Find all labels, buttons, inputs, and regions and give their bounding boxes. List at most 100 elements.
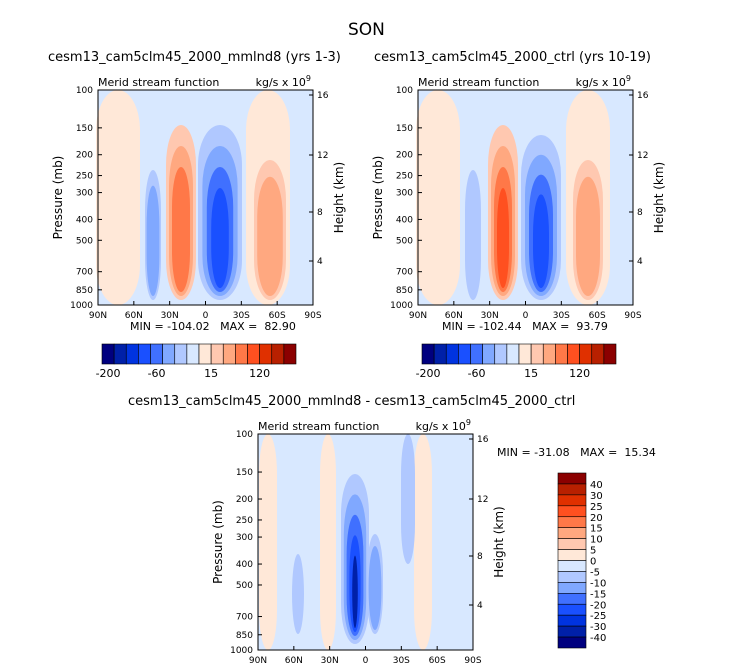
y-tick-label: 200 [396,151,413,161]
y-right-axis-label: Height (km) [332,162,346,233]
colorbar-swatch [470,343,483,365]
y-right-tick-label: 16 [477,435,489,445]
x-tick-label: 0 [203,311,209,321]
panel1-title: cesm13_cam5clm45_2000_mmlnd8 (yrs 1-3) [48,50,341,65]
x-tick-label: 90S [304,311,321,321]
y-tick-label: 300 [76,189,93,199]
colorbar-swatch [557,505,587,518]
y-tick-label: 200 [76,151,93,161]
y-tick-label: 700 [76,268,93,278]
colorbar-swatch [557,472,587,485]
colorbar-swatch [162,343,176,365]
colorbar-swatch [506,343,520,365]
colorbar-label: 120 [569,367,590,380]
colorbar-swatch [113,343,127,365]
y-right-tick-label: 4 [317,257,323,267]
y-right-tick-label: 8 [477,552,483,562]
panel1-stats: MIN = -104.02 MAX = 82.90 [130,320,296,333]
colorbar-swatch [557,516,587,528]
contour-region [211,188,229,288]
colorbar-swatch [557,560,587,572]
contour-region [257,176,283,296]
colorbar-swatch [542,343,556,365]
y-tick-label: 500 [236,581,253,591]
colorbar-swatch [271,343,285,365]
x-tick-label: 30N [321,656,339,666]
panel2-colorbar: -200 -60 15 120 [416,343,617,380]
y-tick-label: 850 [236,631,253,641]
x-tick-label: 30N [161,311,179,321]
panel1-colorbar: -200 -60 15 120 [96,343,297,380]
colorbar-swatch [557,582,587,594]
y-right-tick-label: 12 [477,495,488,505]
colorbar-swatch [421,343,435,365]
y-right-axis-label: Height (km) [652,162,666,233]
y-tick-label: 400 [236,560,253,570]
y-tick-label: 700 [396,268,413,278]
colorbar-swatch [259,343,273,365]
units-exponent: 9 [466,418,471,427]
y-tick-label: 300 [236,533,253,543]
x-tick-label: 60S [429,656,446,666]
panel3-title: cesm13_cam5clm45_2000_mmlnd8 - cesm13_ca… [128,394,576,409]
units-exponent: 9 [306,74,311,83]
panel3-plot: 90N 60N 30N 0 30S 60S 90S 100 150 200 250 300 400 500… [211,418,506,666]
colorbar-swatch [150,343,163,365]
subtitle-units: kg/s x 109 [256,74,311,89]
panel2-stats: MIN = -102.44 MAX = 93.79 [442,320,608,333]
colorbar-label: -200 [96,367,121,380]
x-tick-label: 90N [249,656,267,666]
y-right-tick-label: 4 [637,257,643,267]
subtitle-units: kg/s x 109 [576,74,631,89]
colorbar-swatch [567,343,580,365]
contour-region [533,194,549,288]
y-tick-label: 850 [396,286,413,296]
colorbar-label: 30 [590,491,603,502]
contour-region [497,188,509,288]
x-tick-label: 0 [523,311,529,321]
colorbar-swatch [555,343,568,365]
colorbar-swatch [174,343,188,365]
x-tick-label: 0 [363,656,369,666]
colorbar-swatch [557,593,587,605]
colorbar-swatch [557,483,587,496]
contour-region [416,90,460,305]
y-tick-label: 100 [236,430,253,440]
x-tick-label: 30S [393,656,410,666]
y-tick-label: 500 [76,236,93,246]
y-right-tick-label: 12 [637,151,648,161]
colorbar-label: -30 [590,622,606,633]
contour-region [414,434,432,650]
colorbar-label: -5 [590,567,600,578]
colorbar-swatch [445,343,459,365]
contour-region [259,434,277,650]
colorbar-swatch [557,603,587,616]
colorbar-swatch [433,343,447,365]
colorbar-swatch [494,343,508,365]
contour-region [576,176,600,296]
y-tick-label: 500 [396,236,413,246]
y-right-tick-label: 16 [637,91,649,101]
y-right-tick-label: 8 [317,208,323,218]
panel2-title: cesm13_cam5clm45_2000_ctrl (yrs 10-19) [374,50,651,65]
y-axis-label: Pressure (mb) [371,156,385,240]
colorbar-swatch [557,571,587,583]
units-exponent: 9 [626,74,631,83]
colorbar-label: -200 [416,367,441,380]
colorbar-swatch [591,343,605,365]
x-tick-label: 60N [445,311,463,321]
y-tick-label: 400 [396,215,413,225]
colorbar-swatch [283,343,297,365]
colorbar-label: -40 [590,633,606,644]
y-tick-label: 850 [76,286,93,296]
x-tick-label: 90S [464,656,481,666]
colorbar-swatch [138,343,151,365]
colorbar-label: 5 [590,546,596,557]
colorbar-swatch [557,549,587,561]
y-axis-label: Pressure (mb) [211,500,225,584]
colorbar-label: 25 [590,502,603,513]
colorbar-label: 10 [590,535,603,546]
contour-region [352,555,358,628]
